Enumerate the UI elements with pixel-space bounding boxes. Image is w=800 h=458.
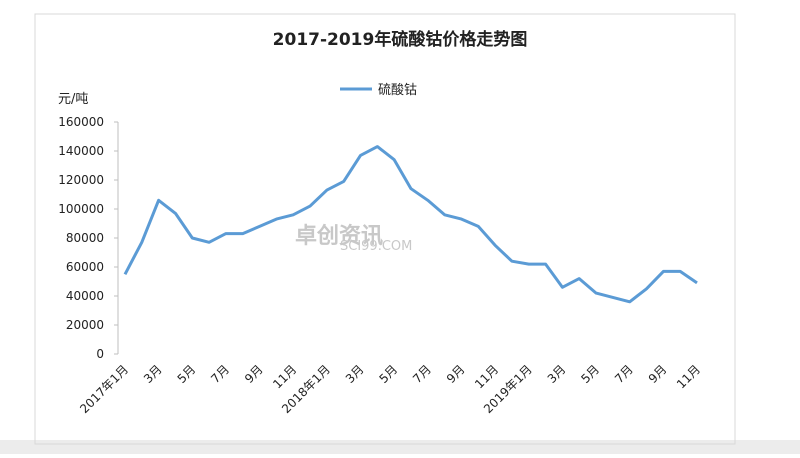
- chart-title: 2017-2019年硫酸钴价格走势图: [273, 29, 528, 50]
- x-tick-label: 9月: [242, 362, 266, 386]
- y-tick-label: 140000: [58, 144, 104, 158]
- y-tick-label: 0: [96, 347, 104, 361]
- y-tick-label: 100000: [58, 202, 104, 216]
- line-series: [123, 145, 698, 304]
- chart-frame: [34, 13, 736, 445]
- x-tick-label: 9月: [444, 362, 468, 386]
- x-tick-label: 7月: [612, 362, 636, 386]
- x-tick-label: 5月: [377, 362, 401, 386]
- x-tick-label: 9月: [646, 362, 670, 386]
- x-tick-label: 2017年1月: [77, 362, 131, 416]
- y-tick-label: 20000: [66, 318, 104, 332]
- x-tick-label: 11月: [472, 362, 501, 391]
- x-tick-label: 5月: [175, 362, 199, 386]
- x-tick-label: 7月: [410, 362, 434, 386]
- watermark: 卓创资讯: [295, 224, 383, 249]
- y-axis-label: 元/吨: [58, 92, 88, 107]
- y-tick-label: 160000: [58, 115, 104, 129]
- x-tick-label: 3月: [545, 362, 569, 386]
- x-tick-label: 11月: [674, 362, 703, 391]
- y-tick-label: 80000: [66, 231, 104, 245]
- y-tick-label: 60000: [66, 260, 104, 274]
- x-tick-label: 3月: [343, 362, 367, 386]
- y-tick-label: 120000: [58, 173, 104, 187]
- y-tick-label: 40000: [66, 289, 104, 303]
- x-tick-label: 5月: [578, 362, 602, 386]
- x-tick-label: 3月: [141, 362, 165, 386]
- x-tick-label: 7月: [208, 362, 232, 386]
- bottom-strip: [0, 440, 800, 454]
- x-tick-label: 11月: [270, 362, 299, 391]
- watermark: SCI99.COM: [340, 239, 412, 254]
- legend-label: 硫酸钴: [378, 83, 417, 98]
